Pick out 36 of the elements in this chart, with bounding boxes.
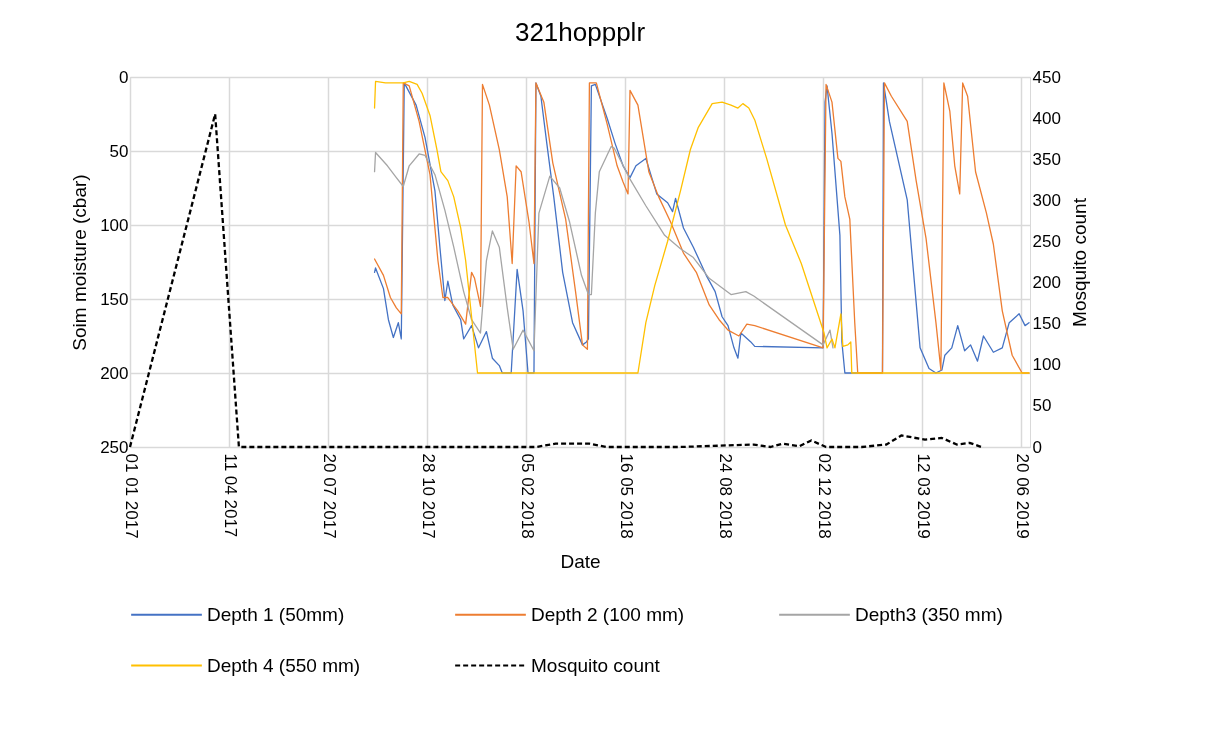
legend-label: Depth 2 (100 mm): [531, 603, 685, 625]
y2-tick-label: 200: [1032, 273, 1061, 293]
y2-tick-label: 0: [1032, 437, 1042, 457]
y-tick-label: 150: [100, 289, 129, 309]
x-tick-label: 02 12 2018: [814, 453, 834, 539]
y2-tick-label: 150: [1032, 314, 1061, 334]
x-axis-title: Date: [560, 550, 601, 572]
y2-tick-label: 450: [1032, 67, 1061, 87]
line-series: [373, 145, 834, 352]
y2-tick-label: 300: [1032, 190, 1061, 210]
y2-tick-label: 250: [1032, 231, 1061, 251]
x-tick-label: 24 08 2018: [715, 453, 735, 539]
x-tick-label: 12 03 2019: [913, 453, 933, 539]
chart-title: 321hoppplr: [514, 17, 646, 47]
x-tick-label: 05 02 2018: [517, 453, 537, 539]
y-tick-label: 200: [100, 363, 129, 383]
y2-tick-label: 50: [1032, 396, 1052, 416]
y2-axis-title: Mosquito count: [1068, 197, 1090, 327]
line-series: [128, 112, 983, 449]
x-tick-label: 20 07 2017: [319, 453, 339, 539]
y-tick-label: 0: [119, 67, 129, 87]
x-tick-label: 16 05 2018: [616, 453, 636, 539]
y2-tick-label: 100: [1032, 355, 1061, 375]
legend-label: Depth3 (350 mm): [855, 603, 1003, 625]
x-tick-label: 11 04 2017: [220, 453, 240, 538]
y-axis-title: Soim moisture (cbar): [69, 174, 91, 351]
y2-tick-label: 350: [1032, 149, 1061, 169]
legend-label: Depth 4 (550 mm): [207, 654, 361, 676]
y2-tick-label: 400: [1032, 108, 1061, 128]
x-tick-label: 28 10 2017: [418, 453, 438, 539]
x-tick-label: 01 01 2017: [121, 453, 141, 539]
y-tick-label: 50: [109, 141, 129, 161]
y-tick-label: 100: [100, 215, 129, 235]
x-tick-label: 20 06 2019: [1012, 453, 1032, 539]
legend-label: Depth 1 (50mm): [207, 603, 345, 625]
legend-label: Mosquito count: [531, 654, 661, 676]
